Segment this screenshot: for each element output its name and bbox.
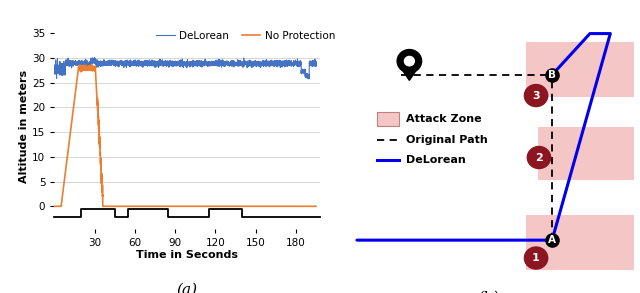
X-axis label: Time in Seconds: Time in Seconds — [136, 250, 238, 260]
Bar — [526, 42, 634, 97]
Text: DeLorean: DeLorean — [406, 155, 466, 165]
Polygon shape — [399, 65, 420, 80]
No Protection — [76, 63, 84, 67]
No Protection — [241, 205, 248, 208]
No Protection — [51, 205, 58, 208]
Text: 3: 3 — [532, 91, 540, 100]
DeLorean — [175, 62, 182, 66]
No Protection — [312, 205, 320, 208]
Text: (a): (a) — [177, 283, 198, 293]
Legend: DeLorean, No Protection: DeLorean, No Protection — [152, 27, 339, 45]
DeLorean — [241, 62, 248, 66]
Text: 2: 2 — [535, 153, 543, 163]
Bar — [538, 127, 634, 180]
Text: Original Path: Original Path — [406, 134, 488, 145]
Text: B: B — [548, 70, 556, 80]
Text: A: A — [548, 235, 556, 245]
DeLorean — [312, 61, 320, 65]
Circle shape — [527, 146, 550, 168]
Circle shape — [404, 57, 414, 66]
Point — [547, 73, 557, 77]
Line: No Protection: No Protection — [54, 65, 316, 206]
No Protection — [304, 205, 312, 208]
Bar — [526, 215, 634, 270]
Text: (b): (b) — [477, 291, 499, 293]
Point — [547, 238, 557, 243]
Y-axis label: Altitude in meters: Altitude in meters — [19, 69, 29, 183]
No Protection — [163, 205, 170, 208]
Circle shape — [524, 85, 548, 107]
DeLorean — [304, 74, 312, 77]
Circle shape — [397, 50, 422, 73]
DeLorean — [161, 62, 168, 65]
DeLorean — [163, 61, 170, 64]
No Protection — [291, 205, 299, 208]
No Protection — [175, 205, 182, 208]
Line: DeLorean: DeLorean — [54, 58, 316, 79]
DeLorean — [305, 77, 312, 81]
No Protection — [161, 205, 168, 208]
DeLorean — [51, 69, 58, 72]
Circle shape — [524, 247, 548, 269]
DeLorean — [291, 60, 299, 64]
DeLorean — [91, 56, 99, 59]
Bar — [378, 112, 399, 126]
Text: Attack Zone: Attack Zone — [406, 114, 482, 124]
Text: 1: 1 — [532, 253, 540, 263]
